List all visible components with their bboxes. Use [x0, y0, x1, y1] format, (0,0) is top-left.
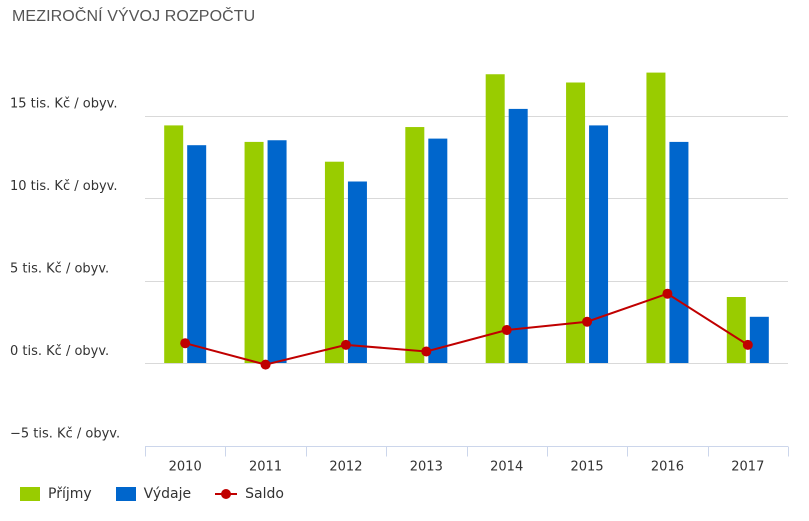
bar-prijmy[interactable] — [726, 297, 746, 363]
bars-layer — [164, 72, 769, 364]
saldo-point[interactable] — [421, 346, 432, 357]
y-tick-label: 5 tis. Kč / obyv. — [10, 262, 109, 277]
y-tick-label: 15 tis. Kč / obyv. — [10, 97, 117, 112]
legend-item-saldo[interactable]: Saldo — [215, 486, 284, 502]
chart-canvas: 15 tis. Kč / obyv. 10 tis. Kč / obyv. 5 ti… — [10, 72, 789, 475]
x-tick-label: 2010 — [169, 460, 202, 475]
bar-prijmy[interactable] — [646, 72, 666, 363]
legend-swatch-saldo — [215, 487, 238, 501]
bar-vydaje[interactable] — [428, 138, 448, 363]
saldo-point[interactable] — [180, 338, 191, 349]
legend: Příjmy Výdaje Saldo — [20, 486, 308, 502]
saldo-line-layer — [180, 288, 753, 370]
x-tick-label: 2012 — [329, 460, 362, 475]
saldo-point[interactable] — [662, 288, 673, 299]
y-tick-label: −5 tis. Kč / obyv. — [10, 427, 120, 442]
bar-prijmy[interactable] — [485, 74, 505, 363]
x-tick-label: 2013 — [410, 460, 443, 475]
legend-label-vydaje: Výdaje — [143, 486, 192, 502]
legend-label-prijmy: Příjmy — [48, 486, 92, 502]
legend-item-vydaje[interactable]: Výdaje — [115, 486, 192, 502]
bar-vydaje[interactable] — [749, 316, 769, 363]
legend-item-prijmy[interactable]: Příjmy — [20, 486, 92, 502]
bar-prijmy[interactable] — [405, 127, 425, 363]
y-tick-label: 0 tis. Kč / obyv. — [10, 344, 109, 359]
saldo-point[interactable] — [501, 325, 512, 335]
x-tick-label: 2017 — [731, 460, 764, 475]
legend-label-saldo: Saldo — [245, 486, 284, 502]
grid-layer — [145, 116, 788, 364]
legend-swatch-vydaje — [115, 487, 136, 501]
bar-vydaje[interactable] — [589, 125, 609, 364]
chart-title: MEZIROČNÍ VÝVOJ ROZPOČTU — [12, 8, 256, 25]
saldo-point[interactable] — [742, 339, 753, 350]
legend-swatch-prijmy — [20, 487, 40, 501]
saldo-point[interactable] — [260, 359, 271, 370]
x-tick-label: 2011 — [249, 460, 282, 475]
bar-vydaje[interactable] — [508, 108, 528, 364]
bar-vydaje[interactable] — [347, 181, 367, 364]
bar-vydaje[interactable] — [669, 141, 689, 363]
bar-prijmy[interactable] — [566, 82, 586, 364]
bar-vydaje[interactable] — [187, 145, 207, 363]
x-tick-label: 2014 — [490, 460, 523, 475]
x-axis: 2010 2011 2012 2013 2014 2015 2016 2017 — [145, 446, 789, 475]
saldo-point[interactable] — [582, 316, 593, 327]
x-tick-label: 2015 — [571, 460, 604, 475]
x-tick-label: 2016 — [651, 460, 684, 475]
saldo-line — [184, 292, 749, 366]
saldo-point[interactable] — [340, 339, 351, 350]
bar-prijmy[interactable] — [164, 125, 184, 364]
bar-prijmy[interactable] — [244, 141, 264, 363]
y-axis-labels: 15 tis. Kč / obyv. 10 tis. Kč / obyv. 5 ti… — [10, 97, 120, 442]
bar-vydaje[interactable] — [267, 140, 287, 363]
bar-prijmy[interactable] — [324, 161, 344, 363]
y-tick-label: 10 tis. Kč / obyv. — [10, 179, 117, 194]
